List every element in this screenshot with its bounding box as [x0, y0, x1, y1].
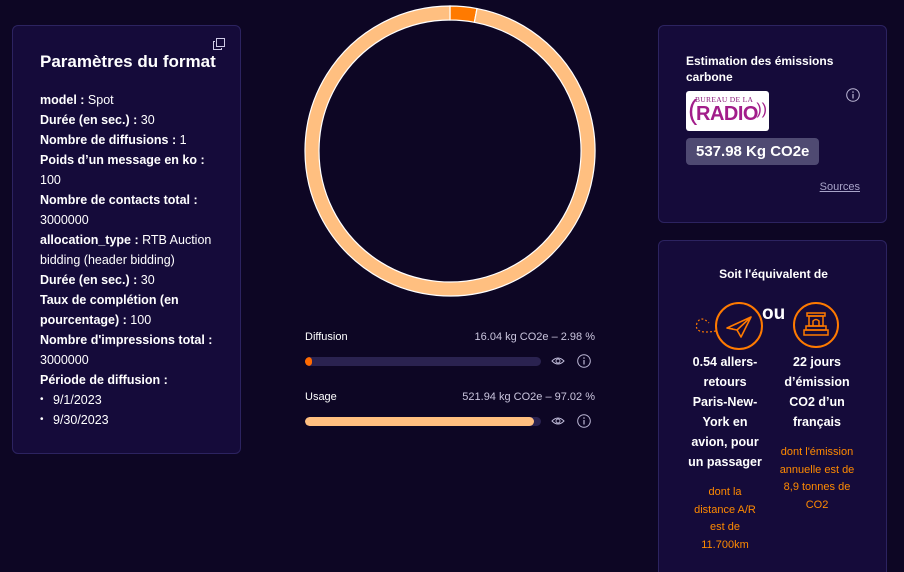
parameter-row: Nombre d'impressions total : 3000000 — [40, 330, 226, 370]
parameter-value: 30 — [137, 113, 155, 127]
donut-slice-diffusion[interactable] — [449, 5, 478, 23]
parameter-label: Poids d’un message en ko : — [40, 153, 205, 167]
parameter-label: Nombre de contacts total : — [40, 193, 198, 207]
carbon-estimate-card: Estimation des émissions carbone ( BUREA… — [658, 25, 887, 223]
equivalent-card: Soit l'équivalent de ou 0.54 allers-reto… — [658, 240, 887, 572]
eye-icon[interactable] — [551, 416, 565, 426]
equivalent-title: Soit l'équivalent de — [719, 267, 828, 281]
parameter-row: Taux de complétion (en pourcentage) : 10… — [40, 290, 226, 330]
parameter-label: Période de diffusion : — [40, 373, 168, 387]
copy-icon[interactable] — [213, 38, 225, 50]
days-equivalent: 22 jours d’émission CO2 d’un français do… — [777, 352, 857, 514]
carbon-estimate-title: Estimation des émissions carbone — [686, 54, 834, 84]
parameter-value: 100 — [126, 313, 152, 327]
flight-equivalent: 0.54 allers-retours Paris-New-York en av… — [685, 352, 765, 554]
parameter-row: model : Spot — [40, 90, 226, 110]
diffusion-dates-list: 9/1/20239/30/2023 — [40, 390, 226, 430]
usage-progress-fill — [305, 416, 534, 426]
days-equivalent-note: dont l'émission annuelle est de 8,9 tonn… — [779, 446, 855, 511]
parameter-label: Nombre d'impressions total : — [40, 333, 213, 347]
diffusion-value: 16.04 kg CO2e – 2.98 % — [474, 331, 595, 343]
parameter-row: Nombre de diffusions : 1 — [40, 130, 226, 150]
or-label: ou — [762, 303, 786, 324]
parameter-value: Spot — [84, 93, 114, 107]
parameter-label: Taux de complétion (en pourcentage) : — [40, 293, 179, 327]
format-parameters-title: Paramètres du format — [40, 52, 216, 71]
sources-link[interactable]: Sources — [819, 181, 860, 193]
parameter-row: Nombre de contacts total : 3000000 — [40, 190, 226, 230]
airplane-icon — [695, 302, 763, 350]
diffusion-breakdown: Diffusion 16.04 kg CO2e – 2.98 % — [305, 331, 595, 368]
diffusion-label: Diffusion — [305, 331, 348, 343]
usage-breakdown: Usage 521.94 kg CO2e – 97.02 % — [305, 391, 595, 428]
parameter-value: 30 — [137, 273, 155, 287]
flight-equivalent-note: dont la distance A/R est de 11.700km — [694, 486, 756, 551]
diffusion-date: 9/30/2023 — [40, 410, 226, 430]
parameter-value: 3000000 — [40, 213, 89, 227]
eye-icon[interactable] — [551, 356, 565, 366]
usage-value: 521.94 kg CO2e – 97.02 % — [462, 391, 595, 403]
parameter-row: allocation_type : RTB Auction bidding (h… — [40, 230, 226, 270]
parameter-row: Poids d’un message en ko : 100 — [40, 150, 226, 190]
parameter-row: Période de diffusion : — [40, 370, 226, 390]
parameter-value: 1 — [176, 133, 187, 147]
info-icon[interactable] — [577, 354, 591, 368]
parameter-label: Durée (en sec.) : — [40, 273, 138, 287]
parameter-label: Durée (en sec.) : — [40, 113, 138, 127]
parameter-row: Durée (en sec.) : 30 — [40, 270, 226, 290]
flight-equivalent-text: 0.54 allers-retours Paris-New-York en av… — [688, 355, 762, 469]
monument-icon — [793, 302, 839, 348]
parameter-label: Nombre de diffusions : — [40, 133, 177, 147]
parameter-value: 100 — [40, 173, 61, 187]
parameter-label: model : — [40, 93, 85, 107]
parameter-value: 3000000 — [40, 353, 89, 367]
parameter-row: Durée (en sec.) : 30 — [40, 110, 226, 130]
parameter-value: RTB Auction bidding (header bidding) — [40, 233, 212, 267]
parameter-label: allocation_type : — [40, 233, 139, 247]
info-icon[interactable] — [846, 88, 860, 102]
emissions-donut-chart — [304, 5, 596, 297]
diffusion-date: 9/1/2023 — [40, 390, 226, 410]
days-equivalent-text: 22 jours d’émission CO2 d’un français — [784, 355, 850, 429]
bureau-de-la-radio-logo: ( BUREAU DE LA RADIO )) — [686, 91, 769, 131]
format-parameters-card: Paramètres du format model : Spot Durée (… — [12, 25, 241, 454]
total-co2-badge: 537.98 Kg CO2e — [686, 138, 820, 165]
info-icon[interactable] — [577, 414, 591, 428]
usage-label: Usage — [305, 391, 337, 403]
diffusion-progress-bar — [305, 356, 541, 366]
usage-progress-bar — [305, 416, 541, 426]
donut-slice-usage[interactable] — [304, 5, 596, 297]
diffusion-progress-fill — [305, 356, 313, 366]
parameters-list: model : Spot Durée (en sec.) : 30 Nombre d… — [40, 90, 226, 430]
